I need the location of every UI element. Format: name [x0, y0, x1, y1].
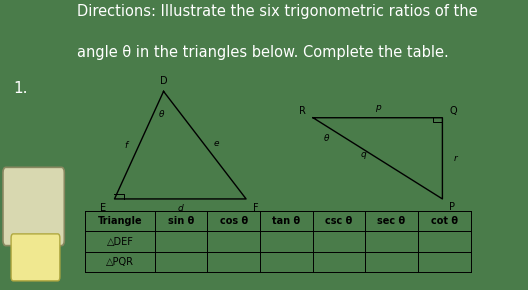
FancyBboxPatch shape	[3, 167, 64, 246]
Text: f: f	[125, 141, 128, 150]
Text: △PQR: △PQR	[106, 257, 134, 267]
Text: r: r	[454, 154, 457, 163]
Text: p: p	[375, 103, 381, 112]
FancyBboxPatch shape	[11, 234, 60, 281]
Text: D: D	[160, 76, 167, 86]
Text: θ: θ	[324, 134, 329, 143]
Text: R: R	[299, 106, 306, 116]
Text: cot θ: cot θ	[431, 216, 458, 226]
Text: F: F	[253, 203, 258, 213]
Text: Directions: Illustrate the six trigonometric ratios of the: Directions: Illustrate the six trigonome…	[77, 4, 477, 19]
Text: e: e	[214, 139, 219, 148]
Text: △DEF: △DEF	[107, 237, 134, 246]
Text: sin θ: sin θ	[168, 216, 194, 226]
Text: E: E	[100, 203, 107, 213]
Text: 1.: 1.	[13, 81, 27, 96]
Text: Q: Q	[449, 106, 457, 116]
Text: cos θ: cos θ	[220, 216, 248, 226]
Text: θ: θ	[158, 110, 164, 119]
Text: P: P	[449, 202, 455, 212]
Text: angle θ in the triangles below. Complete the table.: angle θ in the triangles below. Complete…	[77, 45, 448, 60]
Text: sec θ: sec θ	[378, 216, 406, 226]
Text: q: q	[361, 150, 366, 159]
Text: csc θ: csc θ	[325, 216, 353, 226]
Text: tan θ: tan θ	[272, 216, 300, 226]
Text: Triangle: Triangle	[98, 216, 143, 226]
Text: d: d	[177, 204, 183, 213]
